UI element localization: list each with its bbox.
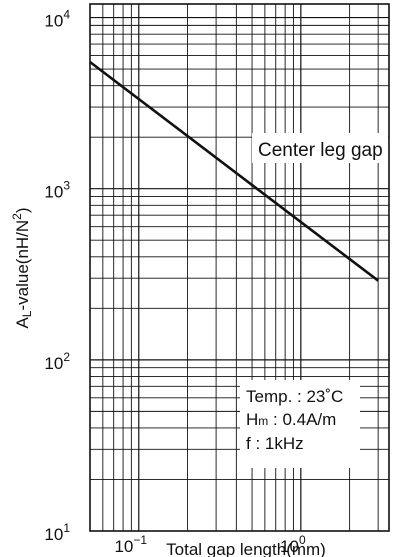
series-label: Center leg gap xyxy=(258,140,383,161)
tick-exponent: 0 xyxy=(299,533,306,547)
condition-field-strength: Hm : 0.4A/m xyxy=(246,410,336,429)
conditions-box xyxy=(240,380,360,468)
plot-frame xyxy=(89,3,390,532)
condition-frequency: f : 1kHz xyxy=(246,434,304,453)
ylabel-sup: 2 xyxy=(10,213,24,220)
tick-base: 10 xyxy=(44,183,63,202)
x-tick-labels: 10−1 100 xyxy=(114,533,305,556)
ylabel-rest: -value(nH/N xyxy=(13,220,32,311)
x-tick-label: 100 xyxy=(280,533,306,556)
condition-temperature: Temp. : 23˚C xyxy=(246,387,343,406)
tick-exponent: −1 xyxy=(133,533,147,547)
tick-exponent: 1 xyxy=(63,521,70,535)
series-label-box xyxy=(252,133,388,163)
tick-base: 10 xyxy=(114,537,133,556)
series-line xyxy=(89,60,379,282)
x-axis-title: Total gap length(mm) xyxy=(166,540,326,557)
ylabel-sub: L xyxy=(20,310,34,317)
tick-base: 10 xyxy=(44,12,63,31)
y-tick-label: 102 xyxy=(44,350,70,373)
y-tick-label: 101 xyxy=(44,521,70,544)
tick-exponent: 2 xyxy=(63,350,70,364)
series-layer xyxy=(89,60,379,282)
ylabel-close: ) xyxy=(13,207,32,213)
hm-main: H xyxy=(246,410,258,429)
y-tick-label: 103 xyxy=(44,179,70,202)
tick-exponent: 4 xyxy=(63,8,70,22)
tick-base: 10 xyxy=(44,525,63,544)
tick-base: 10 xyxy=(44,354,63,373)
ylabel-main: A xyxy=(13,317,32,329)
tick-exponent: 3 xyxy=(63,179,70,193)
hm-sub: m xyxy=(258,414,268,428)
hm-rest: : 0.4A/m xyxy=(268,410,336,429)
y-tick-label: 104 xyxy=(44,8,70,31)
y-axis-title: AL-value(nH/N2) xyxy=(10,207,34,328)
tick-base: 10 xyxy=(280,537,299,556)
x-tick-label: 10−1 xyxy=(114,533,147,556)
